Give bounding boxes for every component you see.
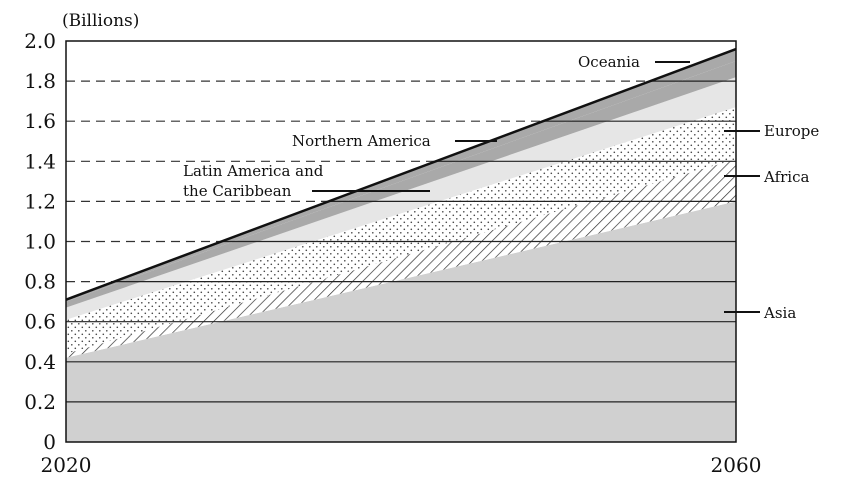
total-line bbox=[65, 47, 737, 301]
label-oceania: Oceania bbox=[578, 53, 640, 71]
label-latin-america-line2: the Caribbean bbox=[183, 182, 292, 200]
x-tick-2020: 2020 bbox=[41, 453, 92, 477]
label-northern-america: Northern America bbox=[292, 132, 431, 150]
y-tick-label: 1.2 bbox=[24, 189, 56, 213]
y-tick-label: 0.6 bbox=[24, 310, 56, 334]
gridlines bbox=[66, 80, 736, 403]
area-northern-america bbox=[66, 61, 736, 308]
label-africa: Africa bbox=[763, 168, 809, 186]
area-europe bbox=[66, 107, 736, 354]
y-tick-label: 2.0 bbox=[24, 29, 56, 53]
y-tick-label: 1.8 bbox=[24, 69, 56, 93]
area-layers bbox=[66, 49, 736, 442]
x-tick-2060: 2060 bbox=[711, 453, 762, 477]
y-tick-label: 1.4 bbox=[24, 149, 56, 173]
plot-frame bbox=[65, 40, 737, 443]
y-axis-unit: (Billions) bbox=[62, 11, 139, 31]
y-tick-label: 0 bbox=[43, 430, 56, 454]
y-axis-ticks: 0 0.2 0.4 0.6 0.8 1.0 1.2 1.4 1.6 1.8 2.0 bbox=[24, 29, 56, 454]
y-tick-label: 1.0 bbox=[24, 230, 56, 254]
y-tick-label: 0.8 bbox=[24, 270, 56, 294]
plot-border bbox=[65, 40, 737, 443]
area-latin-america-and-the-caribbean bbox=[66, 77, 736, 320]
y-tick-label: 0.4 bbox=[24, 350, 56, 374]
label-asia: Asia bbox=[763, 304, 796, 322]
series-labels: Oceania Northern America Latin America a… bbox=[183, 53, 819, 322]
y-tick-label: 0.2 bbox=[24, 390, 56, 414]
label-europe: Europe bbox=[764, 122, 819, 140]
area-africa bbox=[66, 159, 736, 358]
total-line bbox=[65, 47, 737, 301]
label-latin-america-line1: Latin America and bbox=[183, 162, 324, 180]
y-tick-label: 1.6 bbox=[24, 109, 56, 133]
